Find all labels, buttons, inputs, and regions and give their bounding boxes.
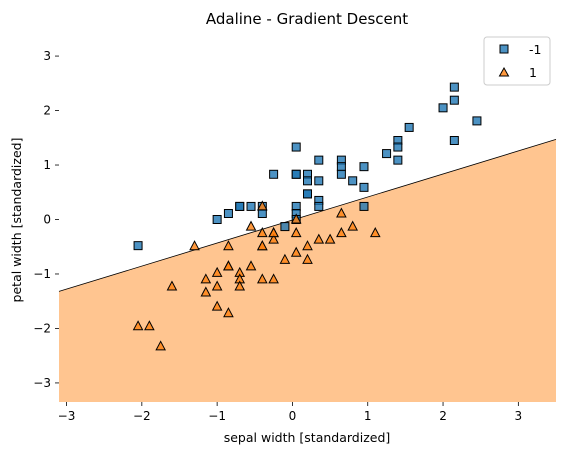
data-point-1 — [245, 260, 257, 271]
data-point-minus-1 — [449, 95, 459, 105]
data-point-1 — [234, 280, 246, 291]
data-point-1 — [211, 280, 223, 291]
data-point-minus-1 — [359, 162, 369, 172]
legend-label-1: 1 — [529, 65, 537, 80]
data-point-1 — [268, 273, 279, 284]
x-tick-label: 3 — [515, 409, 523, 423]
data-point-minus-1 — [449, 82, 459, 92]
data-point-1 — [200, 286, 212, 297]
data-point-1 — [200, 273, 212, 284]
data-point-minus-1 — [133, 241, 143, 251]
data-point-minus-1 — [438, 103, 448, 113]
legend-label-minus-1: -1 — [529, 42, 541, 57]
x-tick-label: −1 — [208, 409, 226, 423]
data-point-1 — [256, 227, 268, 238]
data-point-1 — [347, 220, 359, 231]
data-point-1 — [211, 266, 223, 277]
data-point-minus-1 — [472, 116, 482, 126]
legend-marker-minus-1 — [499, 44, 509, 54]
data-point-1 — [369, 227, 381, 238]
y-tick-label: −1 — [33, 267, 51, 281]
data-point-1 — [256, 240, 268, 251]
data-point-1 — [144, 320, 155, 331]
data-point-minus-1 — [348, 176, 358, 186]
data-point-minus-1 — [291, 169, 301, 179]
data-point-minus-1 — [303, 176, 312, 186]
decision-region-minus-1 — [59, 37, 556, 292]
data-point-minus-1 — [246, 201, 256, 211]
y-tick-label: −2 — [33, 321, 51, 335]
x-axis-label: sepal width [standardized] — [224, 430, 391, 445]
data-point-minus-1 — [359, 182, 369, 192]
data-point-1 — [313, 233, 325, 244]
plot-area: −3 −2 −1 0 1 2 3 −3 −2 −1 0 1 2 3 — [33, 37, 557, 423]
data-point-1 — [268, 227, 279, 238]
data-point-1 — [302, 240, 313, 251]
legend: -1 1 — [483, 36, 551, 86]
data-point-minus-1 — [314, 176, 324, 186]
data-point-1 — [256, 273, 268, 284]
data-point-minus-1 — [269, 169, 279, 179]
data-point-minus-1 — [393, 155, 403, 165]
y-tick-label: 0 — [43, 213, 51, 227]
x-axis-ticks: −3 −2 −1 0 1 2 3 — [58, 402, 522, 423]
data-point-1 — [290, 227, 302, 238]
data-point-minus-1 — [382, 149, 392, 159]
data-point-minus-1 — [257, 209, 267, 219]
y-tick-label: 3 — [43, 49, 51, 63]
y-axis-label: petal width [standardized] — [9, 138, 24, 303]
data-point-minus-1 — [291, 142, 301, 152]
data-point-minus-1 — [212, 215, 222, 224]
data-point-1 — [324, 233, 336, 244]
data-point-1 — [245, 220, 257, 231]
y-tick-label: 2 — [43, 104, 51, 118]
data-point-minus-1 — [314, 155, 324, 165]
y-tick-label: 1 — [43, 158, 51, 172]
data-point-1 — [336, 227, 347, 238]
data-point-minus-1 — [336, 169, 346, 179]
data-point-minus-1 — [336, 162, 346, 172]
x-tick-label: −2 — [133, 409, 151, 423]
x-tick-label: 1 — [364, 409, 372, 423]
y-axis-ticks: −3 −2 −1 0 1 2 3 — [33, 49, 59, 390]
data-point-1 — [268, 233, 279, 244]
data-point-minus-1 — [359, 201, 369, 211]
data-point-minus-1 — [404, 122, 414, 132]
decision-boundary-line — [58, 139, 557, 292]
data-point-1 — [211, 300, 223, 311]
data-point-1 — [155, 340, 166, 351]
data-point-1 — [223, 307, 234, 318]
data-point-1 — [290, 213, 302, 224]
data-point-1 — [256, 200, 268, 211]
data-point-1 — [166, 280, 178, 291]
data-markers — [132, 82, 482, 351]
data-point-minus-1 — [223, 209, 233, 219]
data-point-minus-1 — [449, 136, 459, 146]
data-point-1 — [132, 320, 144, 331]
data-point-minus-1 — [314, 201, 324, 211]
x-tick-label: −3 — [58, 409, 76, 423]
data-point-1 — [336, 207, 347, 218]
x-tick-label: 0 — [289, 409, 297, 423]
decision-region-1 — [59, 139, 556, 402]
data-point-minus-1 — [393, 142, 403, 152]
data-point-1 — [189, 240, 200, 251]
legend-marker-1 — [498, 66, 510, 77]
x-tick-label: 2 — [439, 409, 447, 423]
data-point-minus-1 — [235, 201, 245, 211]
data-point-minus-1 — [303, 189, 312, 199]
data-point-1 — [279, 253, 291, 264]
chart-title: Adaline - Gradient Descent — [206, 10, 408, 28]
data-point-1 — [223, 240, 234, 251]
data-point-1 — [290, 246, 302, 257]
y-tick-label: −3 — [33, 376, 51, 390]
data-point-1 — [223, 260, 234, 271]
data-point-minus-1 — [280, 222, 290, 232]
data-point-1 — [302, 253, 313, 264]
